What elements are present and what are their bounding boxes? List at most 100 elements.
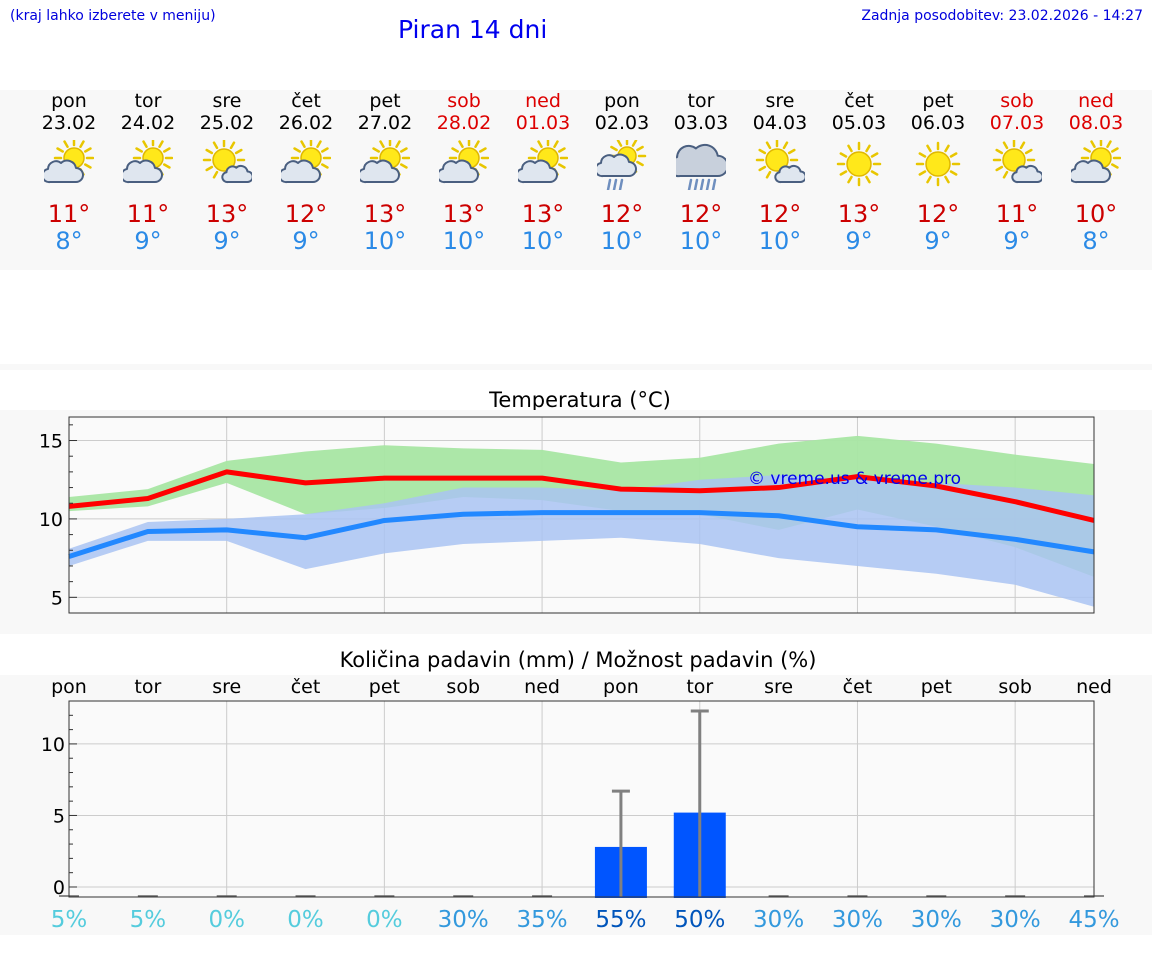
min-temp: 10° [363,227,407,255]
x-category-label: tor [134,676,161,698]
day-date: 23.02 [41,112,97,134]
x-category-label: pon [603,676,639,698]
partly-cloudy-sun-icon [44,140,94,184]
day-date: 28.02 [436,112,492,134]
day-name: pon [604,90,640,112]
max-temp: 13° [205,200,249,228]
day-name: čet [844,90,874,112]
day-date: 26.02 [278,112,334,134]
partly-cloudy-sun-icon [281,140,331,184]
day-date: 02.03 [594,112,650,134]
x-category-label: sob [998,676,1032,698]
partly-cloudy-sun-icon [1071,140,1121,184]
precip-chance-label: 30% [438,907,489,933]
precipitation-chart-title: Količina padavin (mm) / Možnost padavin … [339,648,817,672]
min-temp: 10° [679,227,723,255]
sun-icon [836,141,882,187]
min-temp: 8° [1082,227,1110,255]
precip-chance-label: 30% [990,907,1041,933]
x-category-label: sre [212,676,241,698]
precip-chance-label: 35% [517,907,568,933]
day-date: 03.03 [673,112,729,134]
max-temp: 13° [442,200,486,228]
precip-chance-label: 50% [674,907,725,933]
max-temp: 11° [995,200,1039,228]
partly-cloudy-sun-icon [123,140,173,184]
day-name: tor [134,90,162,112]
max-temp: 12° [916,200,960,228]
day-date: 24.02 [120,112,176,134]
temperature-chart-title: Temperatura (°C) [489,388,671,412]
min-temp: 10° [521,227,565,255]
min-temp: 10° [600,227,644,255]
day-date: 05.03 [831,112,887,134]
day-date: 01.03 [515,112,571,134]
location-hint: (kraj lahko izberete v meniju) [10,8,216,24]
max-temp: 13° [521,200,565,228]
x-category-label: tor [686,676,713,698]
y-tick-label: 5 [53,805,65,827]
precip-chance-label: 5% [130,907,167,933]
day-name: sre [212,90,242,112]
page-title: Piran 14 dni [398,15,548,44]
partly-cloudy-sun-icon [439,140,489,184]
day-name: pon [51,90,87,112]
day-name: pet [369,90,401,112]
sun-icon [915,141,961,187]
day-date: 07.03 [989,112,1045,134]
daily-forecast-strip: pon 23.02 11° 8° tor 24.02 11° 9° sre 25.02 13° 9° č… [0,90,1152,270]
y-tick-label: 10 [39,509,63,531]
precip-chance-label: 30% [753,907,804,933]
last-update: Zadnja posodobitev: 23.02.2026 - 14:27 [861,8,1143,24]
x-category-label: pon [51,676,87,698]
min-temp: 9° [213,227,241,255]
min-temp: 8° [55,227,83,255]
day-name: tor [687,90,715,112]
cloud-rain-icon [676,144,726,190]
precip-chance-label: 5% [51,907,88,933]
min-temp: 9° [292,227,320,255]
day-name: pet [922,90,954,112]
day-name: ned [525,90,561,112]
precip-chance-label: 0% [208,907,245,933]
precip-chance-label: 0% [366,907,403,933]
max-temp: 13° [363,200,407,228]
max-temp-line [68,469,1095,523]
max-temp: 12° [758,200,802,228]
min-temp-line [68,510,1095,559]
y-tick-label: 5 [51,587,63,609]
x-category-label: ned [524,676,560,698]
y-tick-label: 0 [53,877,65,899]
min-temp: 10° [442,227,486,255]
day-name: ned [1078,90,1114,112]
precip-chance-label: 0% [287,907,324,933]
day-date: 04.03 [752,112,808,134]
watermark: © vreme.us & vreme.pro [748,469,961,489]
day-date: 27.02 [357,112,413,134]
max-temp: 12° [284,200,328,228]
temperature-chart: 5 10 15 © vreme.us & vreme.pro [39,416,1095,614]
min-temp: 9° [134,227,162,255]
x-category-label: sre [764,676,793,698]
day-name: sob [1000,90,1034,112]
day-name: sre [765,90,795,112]
max-range-band [69,435,1094,577]
partly-cloudy-sun-icon [360,140,410,184]
min-temp: 10° [758,227,802,255]
precip-chance-label: 45% [1068,907,1119,933]
max-temp: 11° [47,200,91,228]
day-name: sob [447,90,481,112]
x-category-label: sob [446,676,480,698]
min-temp: 9° [924,227,952,255]
precip-chance-label: 30% [911,907,962,933]
precipitation-chart: pon tor sre čet pet sob ned pon tor sre čet pet sob n… [41,676,1120,933]
day-date: 08.03 [1068,112,1124,134]
divider [0,364,1152,370]
precip-chance-label: 55% [595,907,646,933]
x-category-label: pet [921,676,952,698]
max-temp: 12° [679,200,723,228]
x-category-label: ned [1076,676,1112,698]
precip-chance-label: 30% [832,907,883,933]
sun-cloud-rain-icon [597,140,647,190]
day-date: 25.02 [199,112,255,134]
